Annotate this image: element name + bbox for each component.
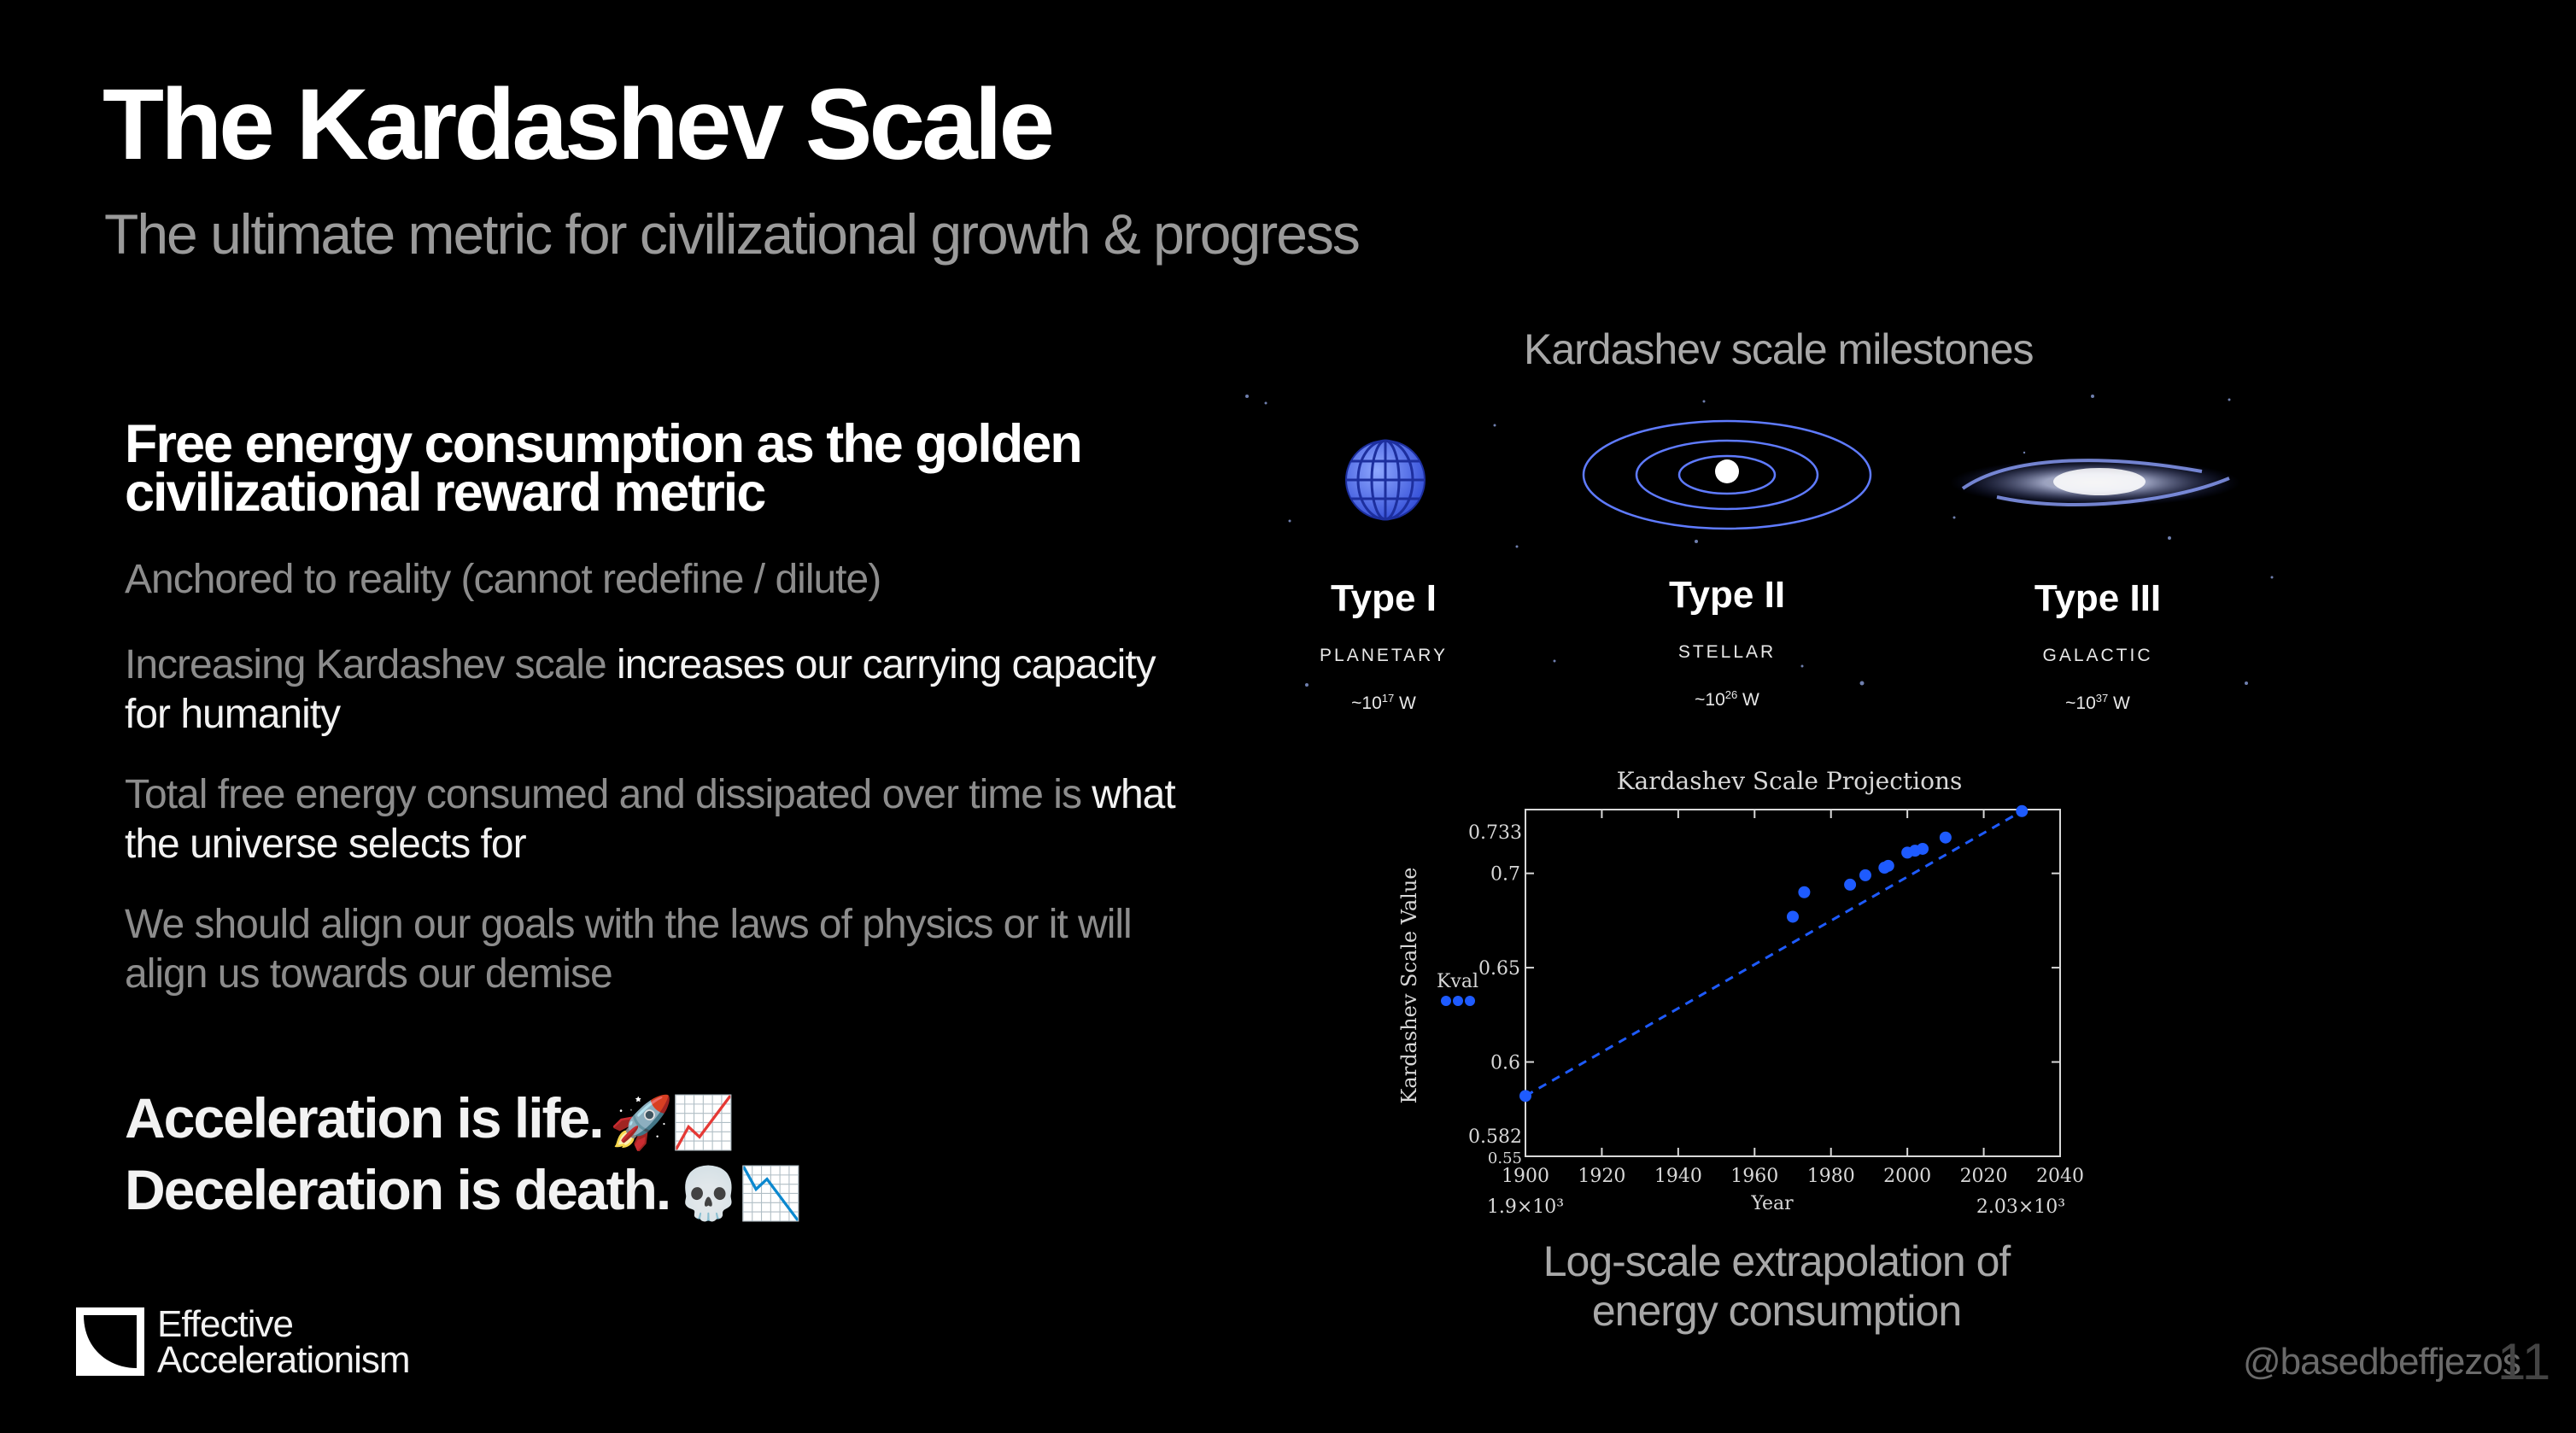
bullet-text-dim: We should align our goals with the laws …: [125, 902, 1133, 997]
legend-marker: [1441, 996, 1475, 1006]
type-name: Type I: [1331, 577, 1437, 619]
milestones-heading: Kardashev scale milestones: [1524, 325, 2034, 373]
data-point: [1844, 878, 1857, 891]
globe-icon: [1345, 439, 1426, 521]
slide-title: The Kardashev Scale: [102, 68, 1055, 181]
page-number: 11: [2497, 1333, 2551, 1390]
x-max-label: 2.03×10³: [1976, 1196, 2065, 1218]
type-category: STELLAR: [1677, 642, 1777, 662]
type-category: GALACTIC: [2042, 646, 2153, 665]
type-category: PLANETARY: [1320, 646, 1448, 665]
bullet-text-bright: what the universe selects for: [125, 772, 1176, 867]
starfield: [1245, 395, 2274, 687]
bullet-anchored: Anchored to reality (cannot redefine / d…: [125, 555, 1184, 605]
data-point: [1917, 842, 1929, 855]
x-tick-label: 1900: [1502, 1166, 1549, 1187]
data-point: [1859, 869, 1871, 881]
motto-line-acceleration: Acceleration is life. 🚀📈: [125, 1085, 801, 1156]
type-i-column: Type I PLANETARY ~1017 W: [1230, 577, 1537, 714]
data-point: [1519, 1090, 1531, 1103]
type-name: Type III: [2034, 577, 2162, 619]
slide-subtitle: The ultimate metric for civilizational g…: [104, 202, 1361, 266]
x-min-label: 1.9×10³: [1487, 1196, 1564, 1218]
y-axis: 0.6 0.65 0.7: [1478, 864, 2060, 1074]
rocket-chart-up-emoji: 🚀📈: [609, 1093, 735, 1151]
x-tick-label: 2020: [1960, 1166, 2008, 1187]
y-tick-label: 0.7: [1490, 864, 1520, 886]
x-tick-label: 1960: [1730, 1166, 1778, 1187]
bullet-text-dim: Increasing Kardashev scale: [125, 642, 617, 687]
x-tick-label: 2040: [2036, 1166, 2084, 1187]
y-min-label: 0.582: [1468, 1126, 1522, 1148]
type-power: ~1026 W: [1695, 688, 1759, 710]
data-point: [1798, 886, 1811, 898]
author-handle: @basedbeffjezos: [2243, 1341, 2521, 1383]
trend-line: [1525, 810, 2023, 1097]
motto-line-deceleration: Deceleration is death. 💀📉: [125, 1156, 803, 1228]
data-point: [1939, 831, 1952, 844]
chart-title: Kardashev Scale Projections: [1617, 767, 1963, 795]
type-name: Type II: [1668, 574, 1786, 616]
data-point: [1787, 910, 1799, 923]
x-tick-label: 1980: [1807, 1166, 1855, 1187]
x-axis-label: Year: [1750, 1193, 1794, 1214]
type-power: ~1037 W: [2065, 692, 2130, 713]
x-tick-label: 2000: [1883, 1166, 1931, 1187]
logo-line-1: Effective: [157, 1303, 294, 1345]
bullet-text-dim: Anchored to reality (cannot redefine / d…: [125, 557, 881, 602]
x-tick-label: 1920: [1578, 1166, 1625, 1187]
bullet-align-physics: We should align our goals with the laws …: [125, 900, 1184, 999]
bullet-universe-selects: Total free energy consumed and dissipate…: [125, 770, 1184, 869]
y-max-label: 0.733: [1468, 822, 1522, 844]
bullet-text-dim: Total free energy consumed and dissipate…: [125, 772, 1092, 817]
solar-system-icon: [1582, 419, 1872, 530]
galaxy-icon: [1950, 459, 2240, 506]
kardashev-projection-chart: Kardashev Scale Projections 1900 1920 1940…: [1397, 767, 2084, 1218]
bullet-text-bright: increases our carrying capacity for huma…: [125, 642, 1156, 737]
logo-text: Effective Accelerationism: [157, 1303, 411, 1381]
skull-chart-down-emoji: 💀📉: [676, 1165, 802, 1223]
type-iii-column: Type III GALACTIC ~1037 W: [1944, 577, 2251, 714]
logo-line-2: Accelerationism: [157, 1339, 411, 1381]
motto-text: Acceleration is life.: [125, 1086, 605, 1149]
motto-text: Deceleration is death.: [125, 1157, 671, 1221]
effective-accelerationism-logo-icon: [76, 1307, 144, 1376]
legend-label: Kval: [1437, 971, 1478, 992]
chart-caption: Log-scale extrapolation of energy consum…: [1543, 1237, 2011, 1335]
y-tick-label: 0.6: [1490, 1053, 1520, 1074]
type-ii-column: Type II STELLAR ~1026 W: [1573, 574, 1881, 711]
x-tick-label: 1940: [1654, 1166, 1702, 1187]
bullet-carrying-capacity: Increasing Kardashev scale increases our…: [125, 640, 1184, 740]
x-axis: 1900 1920 1940 1960 1980 2000 2020 2040: [1502, 810, 2084, 1187]
type-power: ~1017 W: [1351, 692, 1416, 713]
data-point: [2016, 804, 2029, 817]
y-tick-label: 0.65: [1478, 958, 1520, 980]
motto: Acceleration is life. 🚀📈 Deceleration is …: [125, 1085, 803, 1228]
y-bottom-label: 0.55: [1488, 1149, 1522, 1167]
data-points: [1519, 804, 2029, 1103]
headline: Free energy consumption as the golden ci…: [125, 414, 1083, 523]
y-axis-label: Kardashev Scale Value: [1397, 867, 1421, 1103]
plot-frame: [1525, 809, 2061, 1157]
data-point: [1882, 859, 1894, 872]
